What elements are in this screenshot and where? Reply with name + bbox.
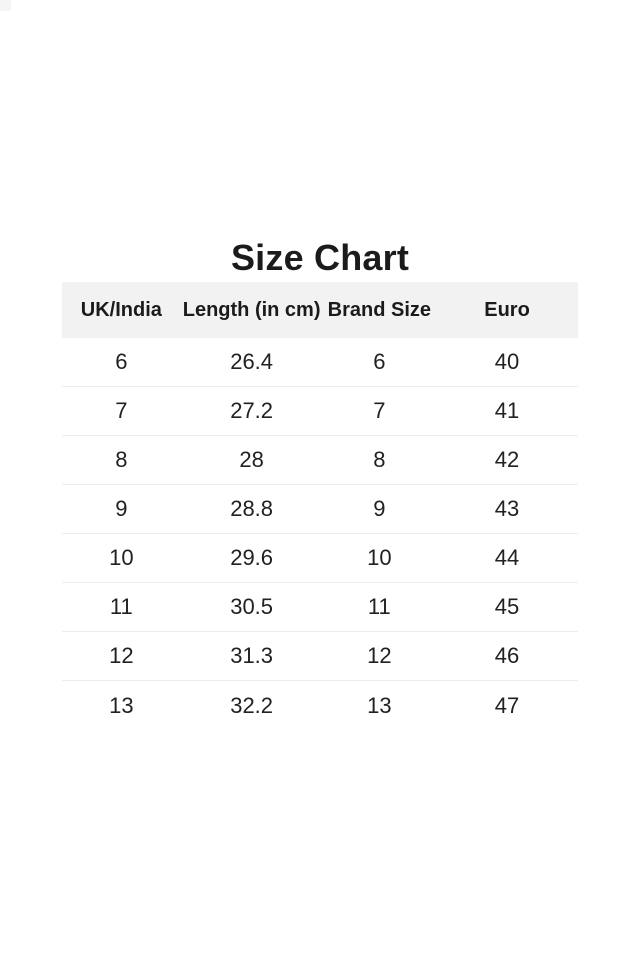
- cell-length: 28.8: [230, 496, 274, 521]
- cell-length: 31.3: [230, 643, 274, 668]
- column-header-euro: Euro: [484, 298, 530, 321]
- cell-brand-size: 11: [367, 594, 391, 619]
- cell-brand-size: 12: [367, 643, 392, 668]
- table-row: 11 30.5 11 45: [62, 583, 578, 632]
- cell-brand-size: 6: [373, 349, 386, 374]
- cell-length: 29.6: [230, 545, 274, 570]
- size-chart-table: UK/India Length (in cm) Brand Size Euro …: [62, 282, 578, 730]
- cell-euro: 41: [494, 398, 520, 423]
- table-row: 8 28 8 42: [62, 436, 578, 485]
- cell-euro: 44: [494, 545, 520, 570]
- cell-euro: 42: [494, 447, 520, 472]
- table-row: 6 26.4 6 40: [62, 338, 578, 387]
- cell-brand-size: 10: [367, 545, 392, 570]
- cell-brand-size: 13: [367, 692, 392, 718]
- cell-euro: 40: [494, 349, 520, 374]
- cell-length: 28: [239, 447, 264, 472]
- table-header-row: UK/India Length (in cm) Brand Size Euro: [62, 282, 578, 338]
- column-header-uk-india: UK/India: [80, 298, 162, 321]
- cell-uk-india: 11: [109, 594, 133, 619]
- page-title: Size Chart: [230, 237, 410, 279]
- cell-euro: 47: [494, 692, 520, 718]
- table-row: 12 31.3 12 46: [62, 632, 578, 681]
- cell-euro: 45: [494, 594, 520, 619]
- table-row: 7 27.2 7 41: [62, 387, 578, 436]
- cell-uk-india: 9: [115, 496, 128, 521]
- cell-brand-size: 8: [373, 447, 386, 472]
- cell-uk-india: 12: [109, 643, 134, 668]
- cell-length: 32.2: [230, 692, 274, 718]
- cell-length: 30.5: [230, 594, 274, 619]
- cell-length: 26.4: [230, 349, 274, 374]
- column-header-length: Length (in cm): [182, 298, 321, 321]
- cell-brand-size: 9: [373, 496, 386, 521]
- table-row: 13 32.2 13 47: [62, 681, 578, 730]
- cell-uk-india: 10: [109, 545, 134, 570]
- cell-euro: 46: [494, 643, 520, 668]
- cell-uk-india: 7: [115, 398, 128, 423]
- column-header-brand-size: Brand Size: [327, 298, 431, 321]
- cell-uk-india: 13: [109, 692, 134, 718]
- cell-uk-india: 6: [115, 349, 128, 374]
- table-row: 9 28.8 9 43: [62, 485, 578, 534]
- corner-artifact: [0, 0, 11, 11]
- cell-euro: 43: [494, 496, 520, 521]
- table-row: 10 29.6 10 44: [62, 534, 578, 583]
- cell-length: 27.2: [230, 398, 274, 423]
- cell-uk-india: 8: [115, 447, 128, 472]
- cell-brand-size: 7: [373, 398, 386, 423]
